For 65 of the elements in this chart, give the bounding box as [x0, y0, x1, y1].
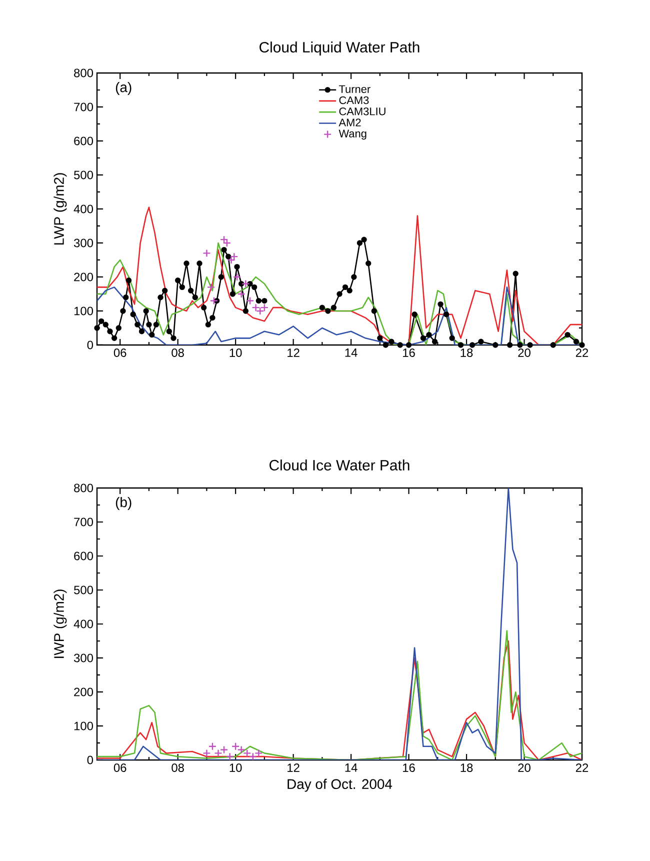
point [202, 749, 211, 758]
y-tick-label: 0 [87, 340, 94, 350]
point [230, 252, 238, 261]
x-tick-label: 16 [403, 348, 415, 357]
chart-title: Cloud Liquid Water Path [260, 42, 420, 56]
annotation: (a) [116, 82, 132, 95]
point [208, 742, 217, 750]
y-tick-label: 200 [74, 688, 94, 696]
point [246, 296, 254, 305]
x-tick-label: 14 [345, 348, 358, 357]
y-tick-label: 300 [74, 654, 94, 662]
x-tick-label: 10 [230, 764, 242, 772]
x-tick-label: 18 [460, 764, 473, 772]
x-tick-label: 12 [288, 764, 300, 772]
x-tick-label: 20 [518, 764, 530, 772]
y-tick-label: 300 [74, 238, 94, 248]
x-tick-label: 12 [288, 348, 300, 357]
y-tick-label: 400 [74, 204, 94, 214]
legend-label: CAM3LIU [339, 108, 386, 116]
x-tick-label: 22 [576, 348, 588, 357]
x-tick-label: 06 [114, 764, 126, 772]
point [232, 272, 242, 282]
y-tick-label: 100 [74, 722, 94, 730]
y-tick-label: 400 [74, 620, 94, 628]
y-tick-label: 600 [74, 136, 94, 146]
x-tick-label: 06 [114, 348, 126, 357]
point [254, 749, 263, 758]
point [210, 296, 218, 305]
point [260, 303, 269, 312]
point [214, 749, 222, 758]
x-tick-label: 16 [403, 764, 415, 772]
point [220, 235, 228, 244]
annotation: (b) [116, 496, 132, 510]
y-tick-label: 200 [74, 272, 94, 282]
x-tick-label: 22 [576, 764, 588, 772]
legend-label: Wang [338, 130, 366, 140]
point [226, 752, 234, 761]
x-tick-label: 18 [460, 348, 473, 357]
y-tick-label: 500 [74, 586, 94, 594]
y-tick-label: 800 [74, 484, 94, 492]
x-tick-label: 14 [345, 764, 358, 772]
x-tick-label: 10 [230, 348, 242, 357]
point [220, 746, 228, 754]
y-axis-title: LWP (g/m2) [54, 173, 67, 245]
y-tick-label: 0 [87, 756, 94, 764]
x-axis-title: Day of Oct. 2004 [288, 778, 392, 792]
point [227, 256, 236, 264]
y-tick-label: 700 [74, 102, 94, 112]
legend-label: CAM3 [339, 96, 369, 104]
y-tick-label: 700 [74, 518, 94, 526]
legend-label: AM2 [338, 118, 361, 126]
point [237, 290, 246, 298]
y-tick-label: 500 [74, 170, 94, 180]
x-tick-label: 20 [518, 348, 530, 357]
y-tick-label: 100 [74, 306, 94, 316]
point [202, 249, 211, 258]
legend-label: Turner [338, 85, 370, 93]
chart-title: Cloud Ice Water Path [270, 460, 410, 470]
y-tick-label: 800 [74, 68, 94, 78]
x-tick-label: 08 [172, 764, 184, 772]
y-tick-label: 600 [74, 552, 94, 560]
y-axis-title: IWP (g/m2) [54, 590, 67, 658]
x-tick-label: 08 [172, 348, 184, 357]
point [206, 283, 216, 292]
point [242, 280, 250, 288]
